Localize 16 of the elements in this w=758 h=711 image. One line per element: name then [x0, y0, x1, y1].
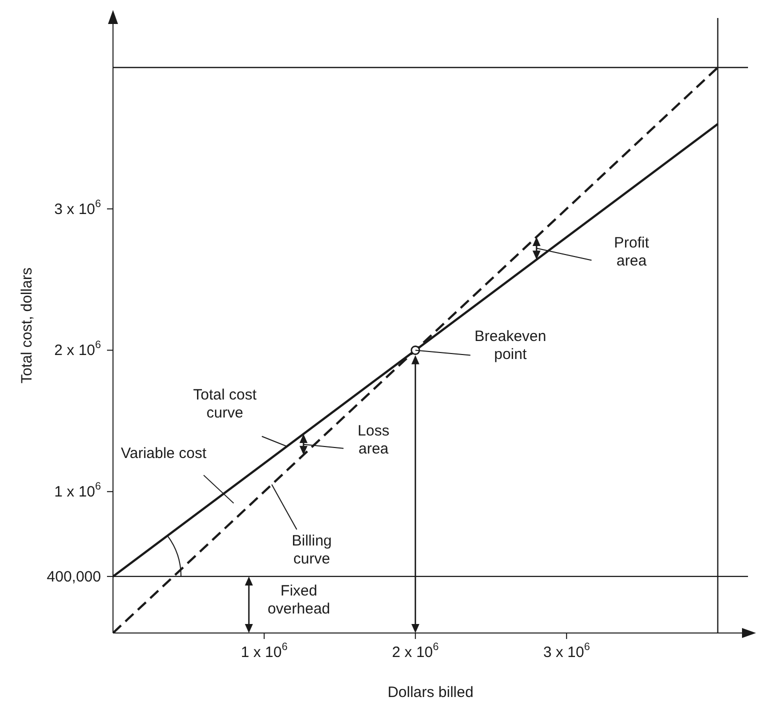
annotation: Total cost curve: [193, 386, 258, 422]
y-tick-label: 400,000: [46, 568, 101, 586]
x-axis-title: Dollars billed: [388, 684, 474, 701]
annotation: Profit area: [614, 234, 650, 270]
y-tick-label: 1 x 10$^{6}$: [54, 480, 102, 501]
annotation: Loss area: [358, 422, 390, 458]
annotation: Billing curve: [292, 532, 332, 568]
annotation: Variable cost: [120, 445, 208, 462]
y-tick-label: 3 x 10$^{6}$: [54, 198, 102, 218]
x-tick-label: 3 x 10$^{6}$: [543, 641, 590, 661]
annotation: Fixed overhead: [268, 582, 330, 618]
x-tick-label: 2 x 10$^{6}$: [392, 641, 439, 661]
annotation: Breakeven point: [474, 328, 546, 364]
y-tick-label: 2 x 10$^{6}$: [54, 339, 102, 360]
x-tick-label: 1 x 10$^{6}$: [240, 641, 288, 661]
y-axis-title: Total cost, dollars: [18, 268, 36, 384]
